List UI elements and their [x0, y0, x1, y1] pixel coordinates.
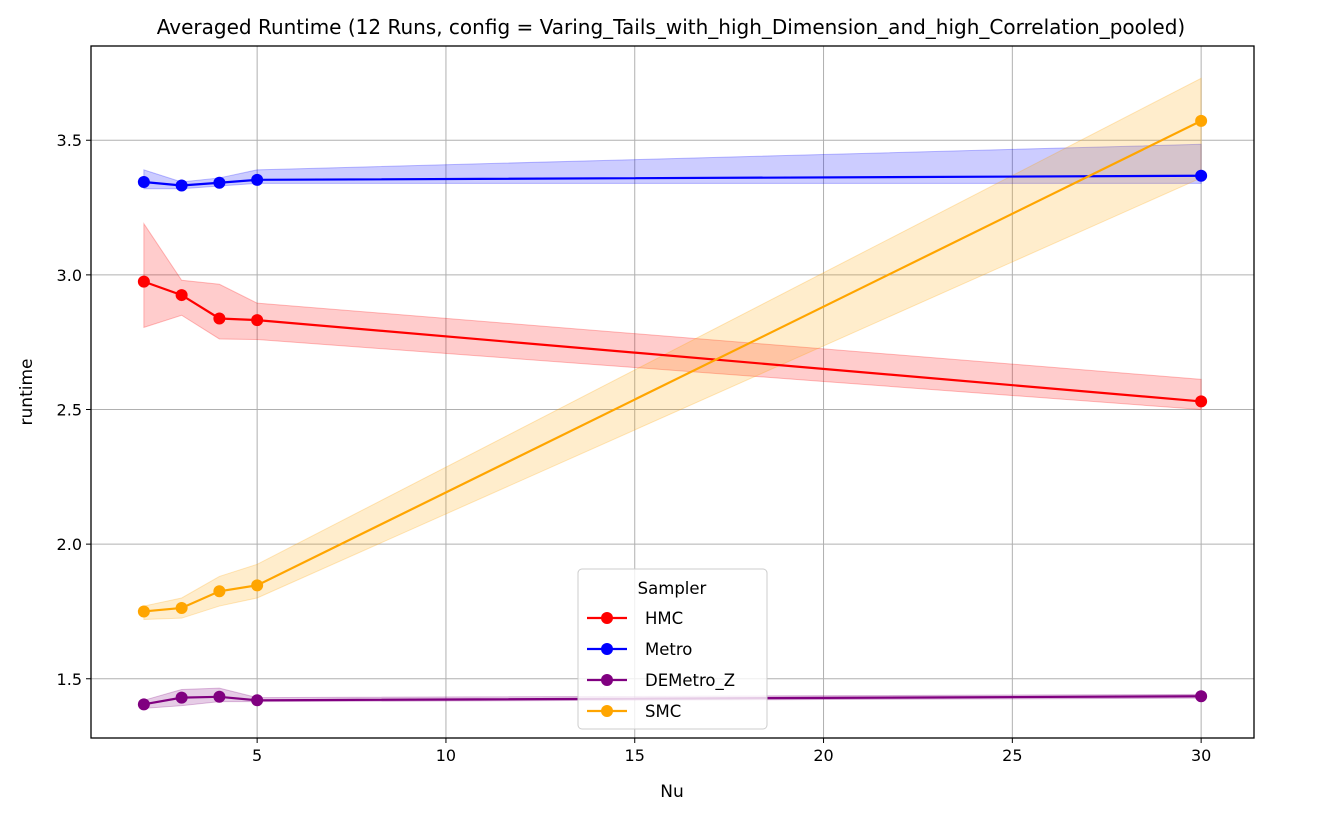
axis-ticks: 5 10 15 20 25 30 1.5 2.0 2.5 3.0 3.5: [57, 131, 1212, 765]
legend-items: HMC Metro DEMetro_Z SMC: [587, 609, 735, 721]
smc-legend-label: SMC: [645, 702, 681, 721]
smc-point: [251, 579, 264, 592]
legend: Sampler HMC Metro DEMetro_Z SMC: [577, 568, 768, 730]
x-tick-label: 15: [625, 746, 645, 765]
metro-point: [251, 173, 264, 186]
hmc-legend-label: HMC: [645, 609, 683, 628]
smc-point: [175, 601, 188, 614]
hmc-point: [1195, 395, 1208, 408]
x-tick-label: 25: [1002, 746, 1022, 765]
demetro-z-legend-marker: [601, 674, 613, 686]
y-tick-label: 1.5: [57, 670, 82, 689]
metro-point: [175, 179, 188, 192]
y-tick-label: 3.5: [57, 131, 82, 150]
x-axis-label: Nu: [660, 782, 684, 802]
demetro-z-point: [1195, 690, 1208, 703]
x-tick-label: 20: [813, 746, 833, 765]
demetro-z-legend-label: DEMetro_Z: [645, 671, 735, 691]
hmc-band: [143, 222, 1202, 411]
metro-point: [1195, 169, 1208, 182]
smc-legend-marker: [601, 705, 613, 717]
plot-frame: [90, 45, 1255, 739]
hmc-point: [213, 312, 226, 325]
smc-point: [213, 585, 226, 598]
metro-legend-label: Metro: [645, 640, 692, 659]
y-tick-label: 2.0: [57, 535, 82, 554]
chart-title: Averaged Runtime (12 Runs, config = Vari…: [157, 15, 1185, 39]
demetro-z-point: [251, 694, 264, 707]
smc-point: [1195, 114, 1208, 127]
demetro-z-point: [137, 698, 150, 711]
x-tick-label: 5: [252, 746, 262, 765]
hmc-point: [137, 275, 150, 288]
smc-point: [137, 605, 150, 618]
hmc-point: [175, 289, 188, 302]
hmc-point: [251, 314, 264, 327]
y-axis-label: runtime: [17, 359, 37, 426]
metro-legend-marker: [601, 643, 613, 655]
demetro-z-point: [213, 690, 226, 703]
grid-lines: [91, 46, 1254, 738]
metro-point: [137, 175, 150, 188]
legend-box: [577, 568, 768, 730]
demetro-z-point: [175, 691, 188, 704]
y-tick-label: 2.5: [57, 401, 82, 420]
series-points: [137, 114, 1208, 711]
metro-point: [213, 176, 226, 189]
x-tick-label: 30: [1191, 746, 1211, 765]
x-tick-label: 10: [436, 746, 456, 765]
legend-title: Sampler: [638, 579, 707, 598]
y-tick-label: 3.0: [57, 266, 82, 285]
hmc-legend-marker: [601, 612, 613, 624]
